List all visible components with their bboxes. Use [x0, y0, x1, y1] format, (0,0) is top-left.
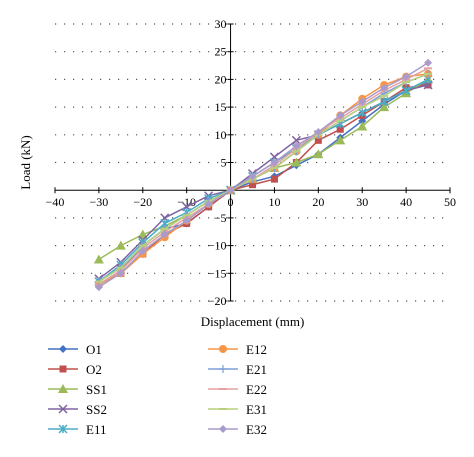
data-point-e32	[270, 158, 279, 167]
x-tick-label: 0	[228, 195, 234, 209]
series-line-e11	[98, 78, 429, 283]
data-point-e11	[401, 85, 411, 96]
data-point-o2	[336, 125, 344, 133]
data-point-e32	[116, 269, 125, 278]
legend-marker-e11	[58, 424, 68, 434]
data-point-o2	[249, 181, 256, 189]
data-point-e32	[226, 186, 235, 195]
gridlines	[55, 23, 450, 302]
series-line-o2	[98, 84, 429, 286]
x-tick-label: −40	[46, 195, 65, 209]
data-point-ss1	[137, 229, 148, 239]
series-o2	[95, 81, 432, 288]
data-point-ss1	[115, 240, 126, 250]
data-point-ss1	[379, 102, 390, 112]
series-layer	[93, 58, 434, 292]
series-e32	[94, 58, 433, 292]
legend-label: E32	[246, 422, 267, 437]
legend-marker-o1	[59, 345, 67, 353]
data-point-e32	[380, 83, 389, 92]
data-point-ss1	[357, 121, 368, 131]
data-point-ss1	[335, 135, 346, 145]
legend-marker-e32	[219, 425, 227, 433]
data-point-e32	[292, 141, 301, 150]
x-tick-label: −10	[177, 195, 196, 209]
legend-label: O2	[86, 362, 102, 377]
x-tick-label: 30	[356, 195, 368, 209]
data-point-e32	[336, 111, 345, 120]
legend-label: SS2	[86, 402, 107, 417]
data-point-ss1	[313, 149, 324, 159]
x-tick-label: 50	[444, 195, 456, 209]
legend-item-e11: E11	[48, 422, 106, 437]
legend-marker-ss2	[58, 404, 68, 414]
legend-label: E22	[246, 382, 267, 397]
axes: −40 −30 −20 −10 0 10 20 30 40 50 −20 −15 −10 −5 5 10 15 2…	[18, 17, 456, 329]
y-tick-label: 20	[215, 72, 227, 86]
data-point-e32	[424, 58, 433, 67]
legend-marker-e12	[219, 345, 227, 353]
legend-item-e21: E21	[208, 362, 267, 377]
legend-item-ss1: SS1	[48, 382, 107, 397]
legend-marker-ss1	[58, 384, 68, 393]
x-tick-label: −20	[133, 195, 152, 209]
series-line-e32	[98, 62, 429, 288]
legend-label: E31	[246, 402, 267, 417]
legend-item-e31: E31	[208, 402, 267, 417]
data-point-o2	[314, 136, 322, 144]
data-point-e32	[138, 247, 147, 256]
x-tick-label: −30	[89, 195, 108, 209]
data-point-e11	[379, 97, 389, 107]
data-point-ss1	[93, 254, 104, 264]
series-line-e31	[98, 73, 429, 283]
data-point-e32	[182, 216, 191, 225]
data-point-e32	[314, 128, 323, 137]
x-axis-title: Displacement (mm)	[201, 314, 305, 329]
data-point-o1	[358, 116, 367, 125]
data-point-e32	[94, 283, 103, 292]
legend-item-e22: E22	[208, 382, 267, 397]
data-point-ss2	[291, 135, 301, 145]
legend-item-e12: E12	[208, 342, 267, 357]
legend-label: O1	[86, 342, 102, 357]
data-point-e32	[204, 200, 213, 209]
data-point-o2	[270, 175, 278, 183]
legend-label: E21	[246, 362, 267, 377]
series-e31	[94, 72, 433, 283]
y-tick-label: 5	[221, 156, 227, 170]
data-point-e32	[248, 172, 257, 181]
x-tick-label: 40	[400, 195, 412, 209]
legend-label: E11	[86, 422, 106, 437]
legend-marker-o2	[59, 365, 67, 373]
y-axis-title: Load (kN)	[18, 135, 33, 190]
y-tick-label: 25	[215, 45, 227, 59]
series-line-e22	[98, 67, 429, 286]
y-tick-label: −10	[208, 239, 227, 253]
legend-marker-e21	[219, 365, 227, 373]
y-tick-label: −15	[208, 266, 227, 280]
legend-item-e32: E32	[208, 422, 267, 437]
legend: O1 O2 SS1 SS2 E11 E12 E21 E22 E31 E32	[48, 342, 267, 437]
data-point-e32	[160, 230, 169, 239]
y-tick-label: 10	[215, 128, 227, 142]
data-point-e32	[358, 97, 367, 106]
x-tick-label: 20	[312, 195, 324, 209]
y-tick-label: −20	[208, 294, 227, 308]
y-tick-label: 15	[215, 100, 227, 114]
legend-label: E12	[246, 342, 267, 357]
legend-label: SS1	[86, 382, 107, 397]
y-tick-label: 30	[215, 17, 227, 31]
legend-item-o2: O2	[48, 362, 102, 377]
legend-item-ss2: SS2	[48, 402, 107, 417]
y-tick-label: −5	[214, 211, 227, 225]
data-point-ss1	[291, 157, 302, 167]
x-tick-label: 10	[268, 195, 280, 209]
legend-item-o1: O1	[48, 342, 102, 357]
data-point-e32	[402, 72, 411, 81]
